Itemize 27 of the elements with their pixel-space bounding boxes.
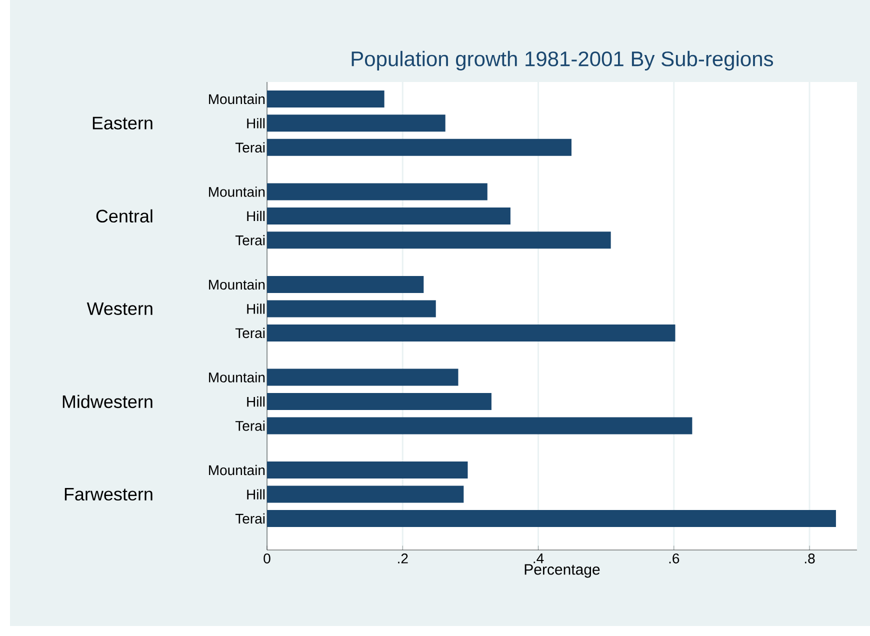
text: Eastern xyxy=(92,116,152,130)
x-tick-label: .8 xyxy=(804,554,815,564)
text: Central xyxy=(96,209,152,223)
x-tick-label: .2 xyxy=(398,554,408,564)
y-tick-label: Terai xyxy=(235,328,265,338)
x-tick-label: 0 xyxy=(264,554,270,564)
y-tick-label: Terai xyxy=(235,235,265,246)
y-tick-label: Mountain xyxy=(209,464,265,476)
text: Western xyxy=(86,302,152,316)
y-tick-label: Terai xyxy=(235,513,265,524)
x-tick-label: .4 xyxy=(534,554,544,564)
x-tick-label: .6 xyxy=(669,554,680,564)
y-tick-label: Terai xyxy=(235,142,265,153)
y-tick-label: Hill xyxy=(247,489,265,500)
text: Farwestern xyxy=(64,488,152,501)
y-tick-label: Mountain xyxy=(209,94,265,104)
y-tick-label: Mountain xyxy=(209,186,265,197)
y-tick-label: Terai xyxy=(235,420,265,431)
y-tick-label: Mountain xyxy=(209,279,265,290)
y-tick-label: Hill xyxy=(247,304,265,314)
y-tick-label: Mountain xyxy=(209,372,265,382)
text: Midwestern xyxy=(62,394,152,408)
y-tick-label: Hill xyxy=(247,118,265,128)
chart-title: Population growth 1981-2001 By Sub-regions xyxy=(352,50,774,70)
y-tick-label: Hill xyxy=(247,210,265,222)
x-axis-title: Percentage xyxy=(524,564,600,578)
y-tick-label: Hill xyxy=(247,396,265,407)
